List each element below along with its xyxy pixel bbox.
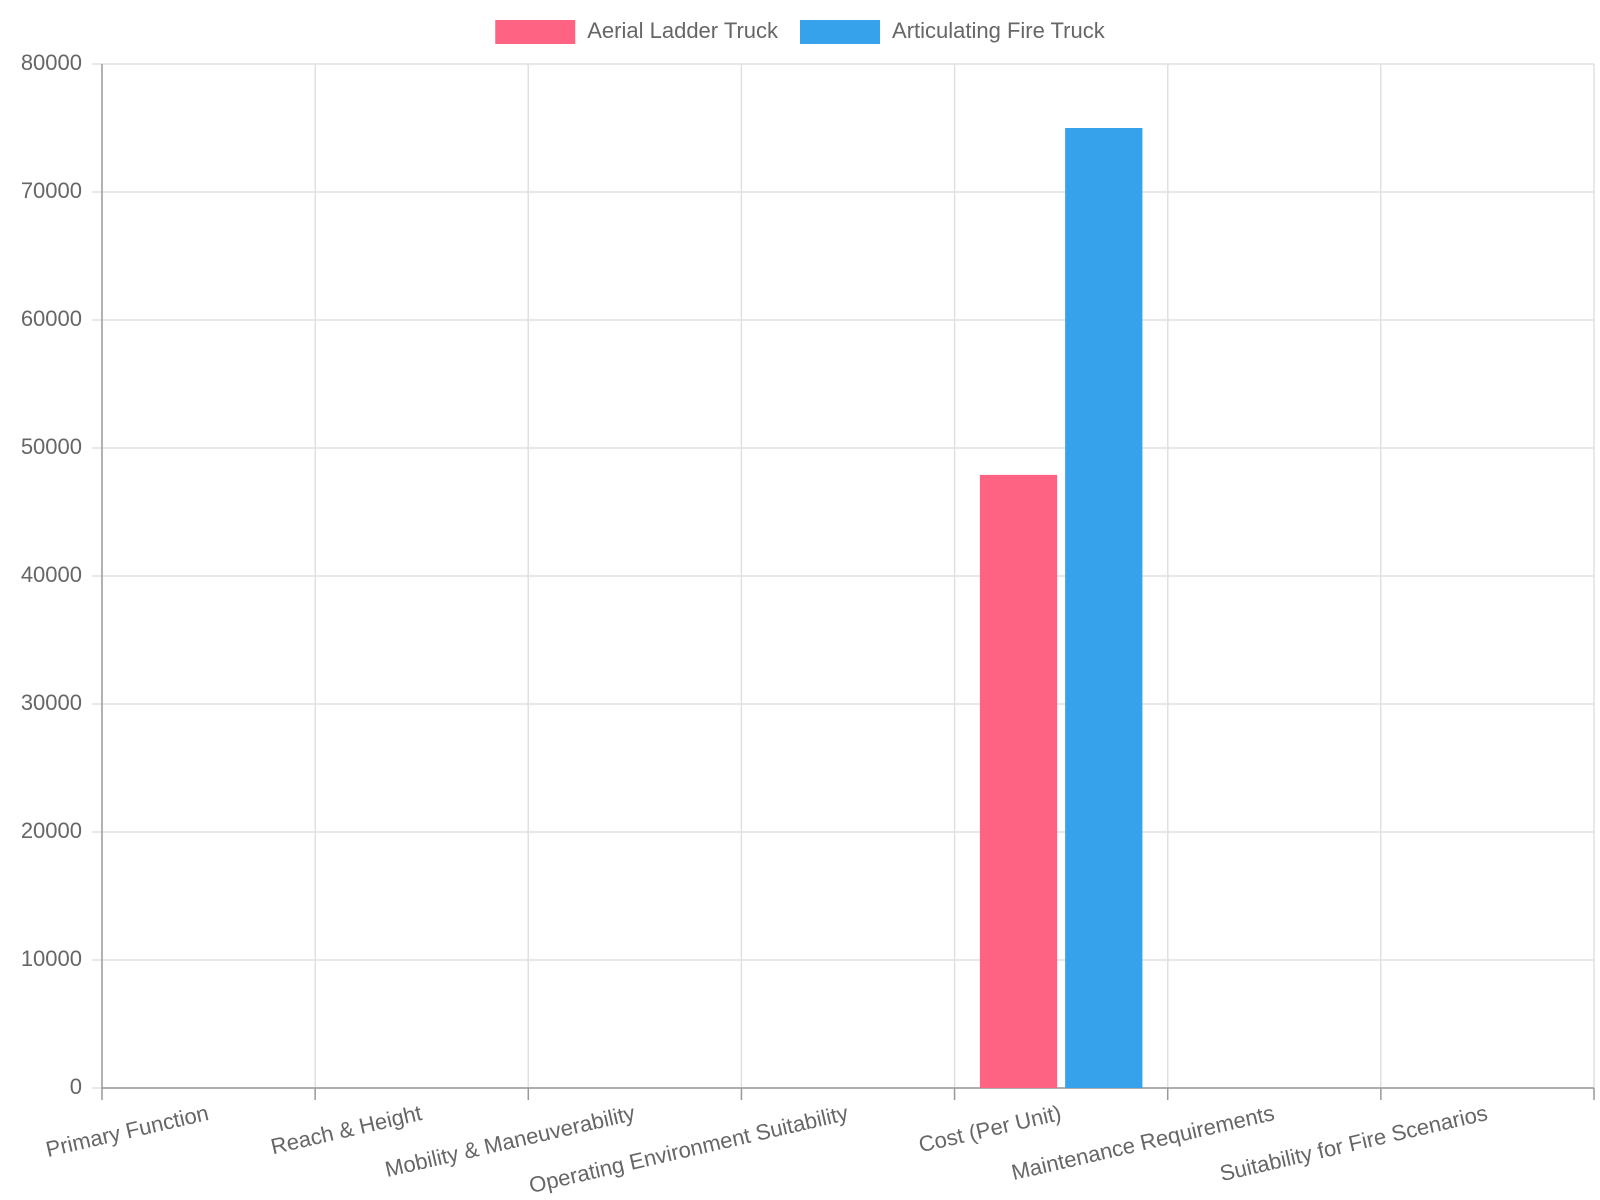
- legend-label: Articulating Fire Truck: [892, 18, 1106, 43]
- legend-swatch: [800, 20, 881, 44]
- y-tick-label: 50000: [21, 434, 82, 459]
- bar: [979, 474, 1058, 1088]
- y-tick-label: 0: [70, 1074, 82, 1099]
- y-tick-label: 40000: [21, 562, 82, 587]
- legend-label: Aerial Ladder Truck: [587, 18, 779, 43]
- legend-swatch: [495, 20, 576, 44]
- y-tick-label: 70000: [21, 178, 82, 203]
- y-tick-label: 30000: [21, 690, 82, 715]
- bar: [1065, 128, 1143, 1088]
- y-tick-label: 80000: [21, 50, 82, 75]
- x-tick-label: Primary Function: [43, 1100, 211, 1162]
- y-tick-label: 20000: [21, 818, 82, 843]
- x-tick-label: Cost (Per Unit): [916, 1100, 1063, 1157]
- x-tick-label: Reach & Height: [268, 1100, 424, 1159]
- y-tick-label: 60000: [21, 306, 82, 331]
- y-tick-label: 10000: [21, 946, 82, 971]
